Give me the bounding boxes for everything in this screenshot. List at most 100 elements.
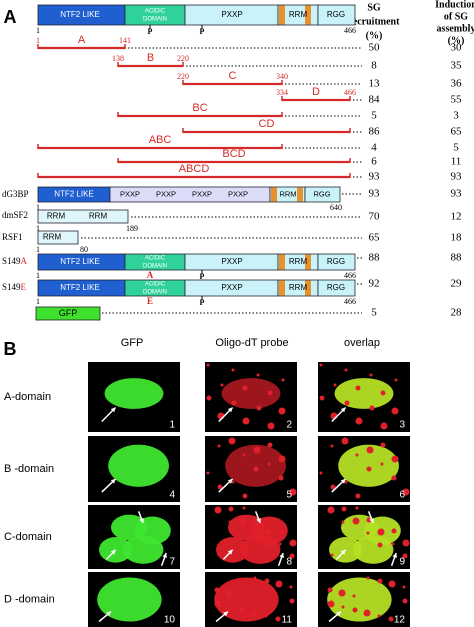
cell bbox=[327, 577, 392, 622]
granule bbox=[214, 506, 222, 514]
construct-name: S149E bbox=[2, 282, 27, 292]
granule bbox=[228, 437, 236, 445]
sg-recruitment: 86 bbox=[369, 126, 381, 138]
mutant-residue: E bbox=[21, 282, 27, 292]
domain-label: RRM bbox=[43, 233, 62, 242]
arrow-head bbox=[106, 611, 111, 617]
panel-label: B bbox=[4, 339, 17, 359]
sg-recruitment: 8 bbox=[371, 60, 377, 72]
cell bbox=[221, 378, 281, 409]
sg-recruitment: 13 bbox=[369, 78, 381, 90]
granule bbox=[264, 528, 272, 536]
granule bbox=[267, 422, 275, 430]
construct-name: dG3BP bbox=[2, 189, 29, 199]
cell bbox=[104, 378, 164, 409]
granule bbox=[242, 385, 248, 391]
sg-recruitment: 50 bbox=[369, 42, 381, 54]
domain-label: NTF2 LIKE bbox=[54, 190, 94, 199]
granule bbox=[275, 616, 281, 622]
domain-box bbox=[317, 4, 356, 26]
domain-label: PXXP bbox=[120, 189, 140, 198]
granule bbox=[206, 471, 210, 475]
domain-label: NTF2 LIKE bbox=[60, 10, 100, 19]
fragment-label: C bbox=[229, 70, 237, 82]
granule bbox=[341, 506, 347, 512]
granule bbox=[380, 390, 386, 396]
granule bbox=[253, 466, 259, 472]
granule bbox=[231, 400, 237, 406]
row-label: D -domain bbox=[4, 593, 55, 605]
sg-induction: 55 bbox=[451, 94, 463, 106]
fragment-label: A bbox=[78, 34, 86, 46]
granule bbox=[344, 368, 348, 372]
granule bbox=[377, 614, 381, 618]
arrow-head bbox=[256, 517, 261, 523]
domain-box bbox=[304, 186, 341, 203]
panel-number: 6 bbox=[399, 490, 405, 501]
granule bbox=[225, 589, 233, 597]
panel-number: 7 bbox=[169, 557, 175, 568]
sg-induction: 93 bbox=[451, 171, 463, 183]
sg-induction: 88 bbox=[451, 252, 463, 264]
fragment-label: ABC bbox=[149, 134, 172, 146]
granule bbox=[366, 517, 372, 523]
rrm-stripe bbox=[279, 254, 285, 270]
granule bbox=[206, 395, 212, 401]
granule bbox=[264, 542, 270, 548]
domain-label: RGG bbox=[327, 257, 345, 266]
domain-label: ACIDIC bbox=[145, 9, 166, 15]
sg-recruitment: 88 bbox=[369, 252, 381, 264]
granule bbox=[402, 539, 410, 547]
granule bbox=[239, 607, 245, 613]
granule bbox=[402, 585, 406, 589]
domain-label: NTF2 LIKE bbox=[60, 283, 100, 292]
end-residue: 640 bbox=[330, 203, 342, 212]
rrm-stripe bbox=[305, 254, 311, 270]
arrow-head bbox=[227, 407, 233, 413]
gfp-box bbox=[35, 306, 101, 321]
granule bbox=[206, 363, 210, 367]
granule bbox=[239, 517, 247, 525]
granule bbox=[344, 400, 350, 406]
arrow-head bbox=[110, 478, 116, 484]
domain-label: GFP bbox=[59, 308, 78, 318]
granule bbox=[239, 594, 243, 598]
granule bbox=[327, 506, 335, 514]
granule bbox=[319, 395, 325, 401]
sg-induction: 30 bbox=[451, 42, 463, 54]
sg-induction: 5 bbox=[453, 142, 459, 154]
panel-number: 5 bbox=[286, 490, 292, 501]
construct-name-base: S149 bbox=[2, 282, 21, 292]
phospho-mark: P bbox=[200, 27, 205, 36]
sg-recruitment: 70 bbox=[369, 211, 381, 223]
panel-label: A bbox=[4, 7, 17, 27]
column-header: (%) bbox=[448, 35, 465, 46]
granule bbox=[228, 506, 234, 512]
arrow-head bbox=[336, 611, 341, 617]
granule bbox=[369, 373, 373, 377]
granule bbox=[338, 589, 346, 597]
fragment-end-label: 340 bbox=[276, 72, 288, 81]
granule bbox=[242, 506, 246, 510]
micrograph-content bbox=[327, 576, 408, 623]
arrow-head bbox=[279, 553, 284, 558]
granule bbox=[278, 475, 284, 481]
panel-number: 1 bbox=[169, 420, 175, 431]
granule bbox=[217, 553, 221, 557]
domain-label: PXXP bbox=[221, 257, 242, 266]
granule bbox=[402, 488, 410, 496]
end-residue: 189 bbox=[126, 224, 138, 233]
domain-box bbox=[37, 209, 129, 224]
granule bbox=[289, 553, 295, 559]
fragment-label: BCD bbox=[222, 148, 245, 160]
granule bbox=[278, 542, 282, 546]
granule bbox=[388, 616, 394, 622]
sg-induction: 12 bbox=[451, 211, 462, 223]
construct-name: RSF1 bbox=[2, 232, 23, 242]
granule bbox=[256, 405, 262, 411]
fragment-label: CD bbox=[259, 118, 275, 130]
column-header: SG bbox=[367, 2, 381, 13]
end-residue: 466 bbox=[344, 297, 356, 306]
granule bbox=[242, 453, 246, 457]
granule bbox=[377, 542, 383, 548]
